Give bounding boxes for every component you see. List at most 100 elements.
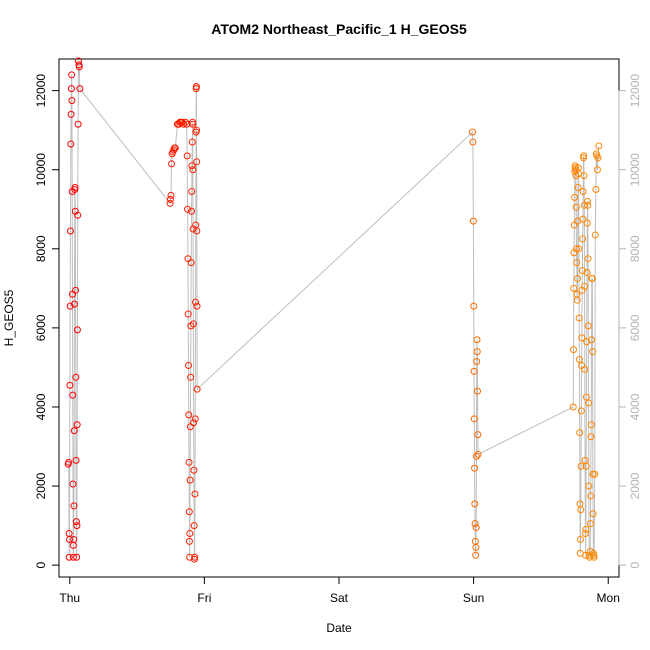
data-point [589,510,597,518]
plot-frame [58,58,620,578]
y-axis-left: 0 2000 4000 6000 8000 10000 12000 [34,74,60,568]
data-point [66,535,73,543]
data-point [67,85,75,93]
data-point [187,207,195,215]
data-point [183,152,191,160]
data-point [473,348,481,356]
data-point [577,407,585,415]
data-point [469,128,477,136]
data-point [590,553,598,561]
data-point [171,144,179,152]
data-point [73,522,81,530]
data-point [190,522,198,530]
data-point [67,140,75,148]
data-point [66,227,74,235]
data-point [591,231,599,239]
data-point [570,346,577,354]
data-point [65,458,73,466]
data-point [192,83,200,91]
data-point [473,358,481,365]
data-point [70,535,78,543]
data-point [579,235,587,243]
x-tick-label: Mon [597,591,620,605]
data-point [187,373,195,381]
data-point [72,456,80,464]
data-point [75,63,83,71]
data-point [577,535,584,543]
y-tick-label-right: 10000 [628,153,642,187]
data-point [70,427,78,435]
data-point [193,302,201,310]
data-point [580,152,588,160]
y-tick-label-right: 0 [628,561,642,568]
y-tick-label-right: 8000 [628,235,642,262]
y-tick-label-left: 2000 [34,472,48,499]
data-point [193,227,201,235]
data-point [569,403,577,411]
data-point [185,458,193,466]
data-point [185,537,193,545]
data-point [582,462,590,470]
data-point [582,393,590,401]
data-point [189,320,197,328]
data-point [581,365,589,373]
data-point [76,85,84,93]
series-connector-line [67,60,600,560]
y-tick-label-left: 8000 [34,235,48,262]
data-point [189,120,197,128]
data-point [572,245,580,253]
data-point [593,166,601,174]
data-point [588,274,596,282]
data-point [584,197,591,205]
x-axis: Thu Fri Sat Sun Mon [59,576,620,605]
x-axis-label: Date [326,621,352,635]
data-point [589,348,597,356]
y-tick-label-left: 4000 [34,393,48,420]
data-point [65,553,73,561]
data-point [470,367,478,375]
data-point [581,282,589,290]
data-point [73,553,81,561]
data-point [185,411,193,419]
data-point [66,381,74,389]
data-point [469,138,477,146]
data-point [579,187,587,195]
data-point [70,502,78,510]
data-point [471,464,479,472]
data-point [587,433,595,441]
data-point [587,421,595,429]
data-point [583,219,591,227]
connector-lines [67,60,600,560]
data-point [193,385,201,393]
data-point [192,298,199,306]
data-point [472,452,480,460]
data-point [74,211,82,219]
data-point [188,162,196,170]
data-point [184,205,192,213]
data-point [71,184,79,192]
data-point [582,551,590,559]
data-point [187,259,195,267]
data-point [472,543,480,551]
data-point [166,195,174,203]
data-point [469,217,477,225]
data-point [595,142,603,150]
y-tick-label-right: 12000 [628,74,642,108]
data-point [578,267,586,275]
data-point [582,526,590,534]
data-point [72,286,80,294]
y-tick-label-left: 12000 [34,74,48,108]
y-axis-right: 0 2000 4000 6000 8000 10000 12000 [618,74,642,568]
data-point [587,492,595,500]
data-point [69,480,77,488]
data-point [191,415,199,423]
data-point [472,551,480,559]
chart-title: ATOM2 Northeast_Pacific_1 H_GEOS5 [211,21,467,37]
data-point [67,110,75,118]
data-point [180,120,188,128]
data-point [471,500,479,508]
data-point [577,506,585,514]
data-point [573,296,581,304]
data-point [581,530,589,537]
